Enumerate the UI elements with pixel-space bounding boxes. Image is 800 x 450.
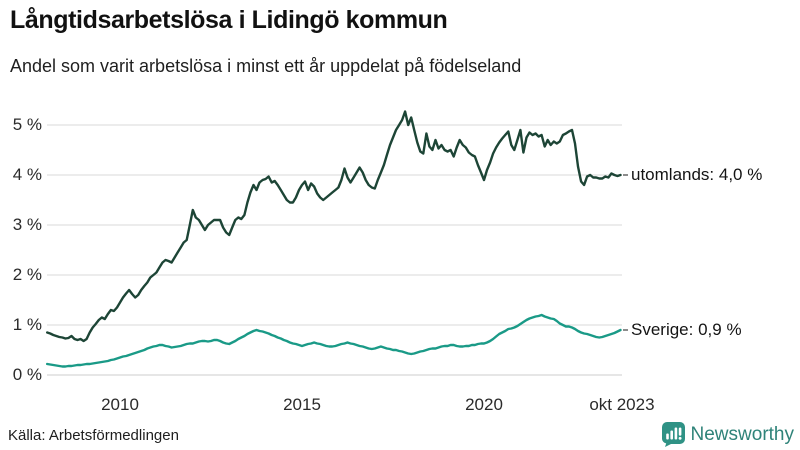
series-label-sverige: Sverige: 0,9 % [631, 320, 742, 339]
y-axis-tick-label: 2 % [12, 265, 42, 284]
source-note: Källa: Arbetsförmedlingen [8, 427, 179, 444]
x-axis-tick-label: 2015 [283, 395, 321, 414]
gridlines [47, 124, 622, 376]
x-axis-tick-label: 2020 [465, 395, 503, 414]
y-axis-tick-label: 5 % [12, 115, 42, 134]
series-label-utomlands: utomlands: 4,0 % [631, 165, 763, 184]
chart-subtitle: Andel som varit arbetslösa i minst ett å… [10, 56, 522, 76]
page-title: Långtidsarbetslösa i Lidingö kommun [10, 6, 448, 34]
y-axis-tick-label: 1 % [12, 315, 42, 334]
x-axis-tick-label: okt 2023 [589, 395, 655, 414]
newsworthy-logo-icon [661, 422, 685, 447]
data-lines [46, 110, 622, 368]
line-utomlands [46, 110, 622, 343]
newsworthy-brand-link[interactable]: Newsworthy [661, 422, 794, 447]
y-axis-tick-label: 4 % [12, 165, 42, 184]
line-sverige [46, 313, 622, 368]
newsworthy-brand-text: Newsworthy [690, 423, 794, 445]
x-axis-tick-label: 2010 [101, 395, 139, 414]
label-connectors [623, 174, 628, 331]
y-axis-tick-label: 0 % [12, 365, 42, 384]
y-axis-tick-label: 3 % [12, 215, 42, 234]
